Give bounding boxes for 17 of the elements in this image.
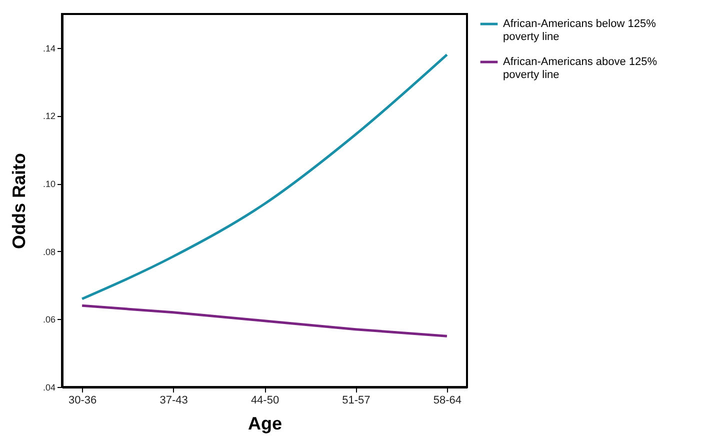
y-tick-label: .10 <box>42 179 56 190</box>
x-tick-label: 58-64 <box>433 394 462 406</box>
x-axis-title: Age <box>248 414 282 434</box>
y-tick-label: .04 <box>42 382 56 392</box>
y-tick-label: .12 <box>42 111 56 122</box>
y-axis-title: Odds Raito <box>8 152 29 250</box>
y-tick-label: .14 <box>42 43 56 54</box>
line-series <box>80 304 448 338</box>
y-tick-label: .06 <box>42 314 56 325</box>
legend-label: African-Americans below 125% poverty line <box>503 18 656 43</box>
x-tick-label: 44-50 <box>250 394 280 406</box>
y-tick-label: .08 <box>42 246 56 257</box>
x-tick-label: 30-36 <box>68 394 97 406</box>
x-tick-label: 37-43 <box>160 394 188 406</box>
x-tick-label: 51-57 <box>342 394 370 406</box>
line-series <box>80 53 448 300</box>
legend-label: African-Americans above 125% poverty line <box>503 56 658 81</box>
